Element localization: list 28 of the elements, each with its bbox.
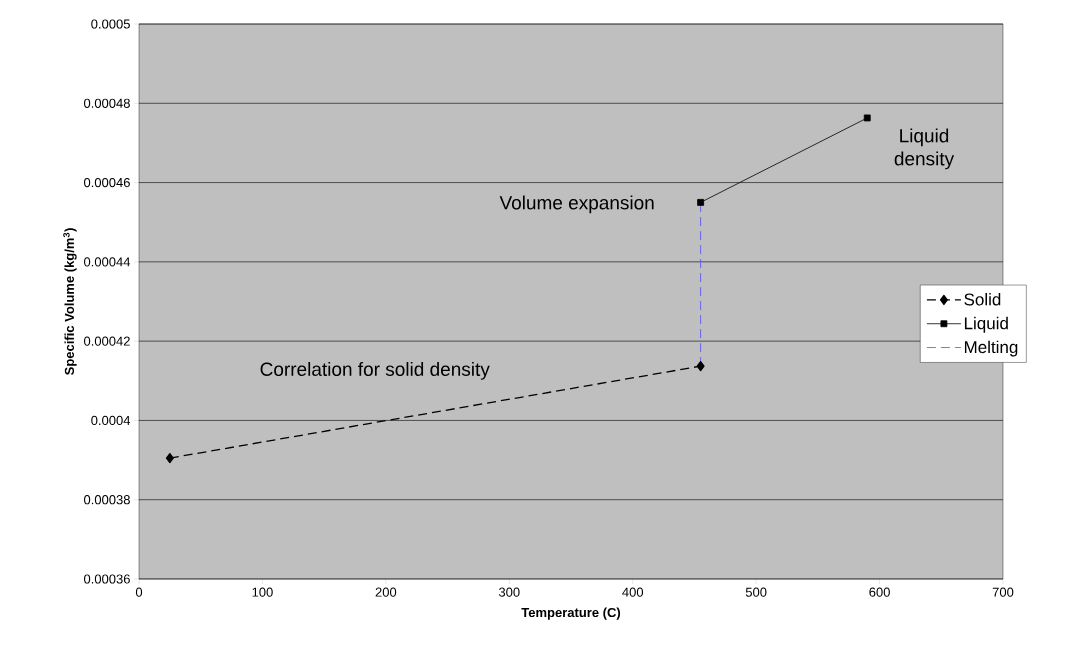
x-tick-label: 300 (498, 587, 520, 597)
y-tick-label: 0.00038 (84, 495, 130, 505)
y-tick-label: 0.00044 (84, 257, 131, 267)
point (863, 114, 871, 122)
y-tick-label: 0.0004 (91, 415, 131, 426)
point (697, 198, 705, 206)
x-tick-label: 100 (252, 587, 273, 597)
x-tick-label: 500 (745, 587, 767, 597)
annotation: Correlation for solid density (260, 362, 490, 380)
annotation: Liquid density (894, 128, 955, 170)
legend-label: Melting (964, 340, 1018, 357)
legend-label: Liquid (964, 316, 1008, 333)
x-tick-label: 700 (992, 587, 1014, 597)
x-tick-label: 400 (622, 587, 644, 597)
point (696, 360, 705, 372)
x-tick-label: 200 (375, 587, 397, 597)
annotation: Volume expansion (499, 195, 654, 214)
y-tick-label: 0.00036 (84, 574, 130, 584)
x-axis-title: Temperature (C) (521, 607, 621, 620)
y-axis-title: Specific Volume (kg/m$^{3}$) (63, 228, 77, 375)
x-tick-label: 600 (869, 587, 890, 597)
y-tick-label: 0.0005 (91, 19, 130, 29)
y-tick-label: 0.00048 (84, 98, 130, 108)
y-tick-label: 0.00042 (84, 336, 130, 346)
x-tick-label: 0 (135, 587, 143, 597)
y-tick-label: 0.00046 (84, 177, 130, 188)
legend-label: Solid (964, 293, 1001, 306)
point (165, 452, 174, 464)
